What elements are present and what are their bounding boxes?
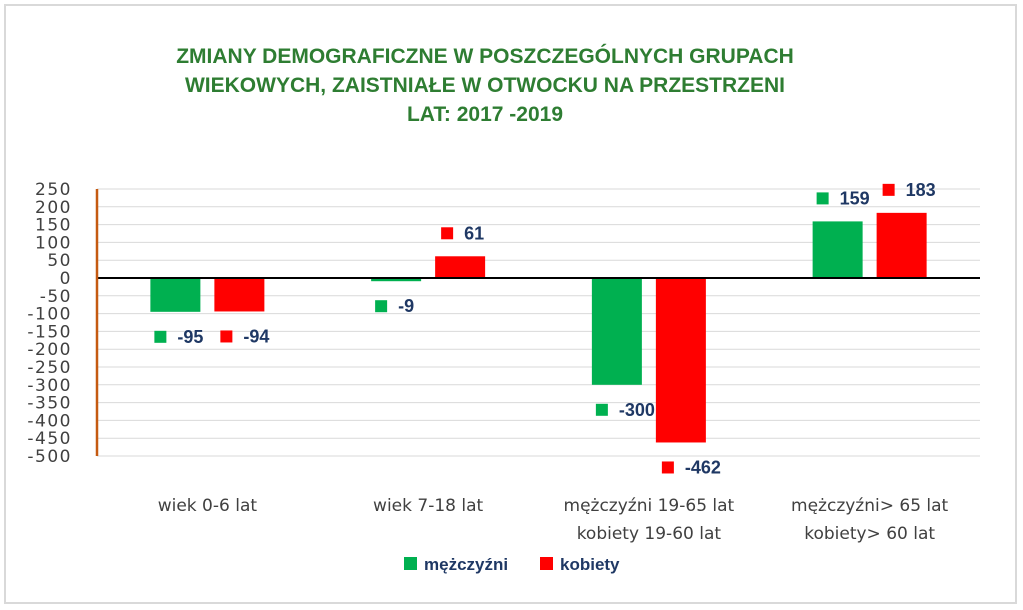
- chart-title-line-2: WIEKOWYCH, ZAISTNIAŁE W OTWOCKU NA PRZES…: [185, 74, 785, 97]
- bar-men-0: [150, 278, 201, 312]
- y-tick-label: -50: [40, 287, 72, 307]
- y-tick-label: 100: [35, 233, 72, 253]
- legend-label-men: mężczyźni: [424, 555, 508, 574]
- y-tick-label: -150: [27, 322, 72, 342]
- chart-title-line-3: LAT: 2017 -2019: [407, 103, 563, 126]
- data-label-marker: [816, 192, 829, 205]
- bar-women-1: [435, 256, 486, 278]
- category-label: mężczyźni 19-65 lat: [564, 496, 735, 516]
- data-label: -462: [685, 457, 721, 477]
- data-label: 159: [840, 188, 870, 208]
- data-label: -9: [398, 296, 414, 316]
- y-tick-label: -200: [27, 340, 72, 360]
- category-labels: wiek 0-6 lat wiek 7-18 lat mężczyźni 19-65…: [158, 496, 949, 544]
- category-label: kobiety> 60 lat: [804, 524, 935, 544]
- data-label-marker: [595, 403, 608, 416]
- bar-women-0: [214, 278, 265, 312]
- chart-title-line-1: ZMIANY DEMOGRAFICZNE W POSZCZEGÓLNYCH GR…: [176, 44, 794, 68]
- legend: mężczyźni kobiety: [404, 555, 620, 574]
- data-label-marker: [441, 227, 454, 240]
- y-tick-label: 0: [60, 269, 72, 289]
- bar-men-3: [812, 221, 863, 278]
- legend-swatch-men: [404, 557, 417, 570]
- data-label: 183: [906, 180, 936, 200]
- data-label-marker: [154, 330, 167, 343]
- y-tick-label: -400: [27, 411, 72, 431]
- y-tick-label: -100: [27, 305, 72, 325]
- bar-women-3: [876, 212, 927, 278]
- data-labels: -95 -9 -300 159 -94 61 -462 183: [154, 180, 936, 477]
- y-tick-label: 250: [35, 180, 72, 200]
- y-tick-label: -250: [27, 358, 72, 378]
- data-label-marker: [220, 330, 233, 343]
- bar-men-2: [591, 278, 642, 385]
- y-axis-ticks: 250200150100500-50-100-150-200-250-300-3…: [27, 180, 72, 467]
- data-label: -94: [243, 326, 269, 346]
- y-tick-label: -300: [27, 376, 72, 396]
- y-tick-label: 200: [35, 198, 72, 218]
- bars: [150, 212, 927, 443]
- bar-women-2: [655, 278, 706, 443]
- category-label: wiek 0-6 lat: [158, 496, 258, 516]
- bar-men-1: [371, 278, 422, 282]
- legend-swatch-women: [540, 557, 553, 570]
- legend-label-women: kobiety: [560, 555, 620, 574]
- data-label: -300: [619, 400, 655, 420]
- category-label: kobiety 19-60 lat: [577, 524, 722, 544]
- data-label: -95: [177, 327, 203, 347]
- data-label-marker: [882, 183, 895, 196]
- data-label-marker: [661, 461, 674, 474]
- category-label: wiek 7-18 lat: [373, 496, 483, 516]
- category-label: mężczyźni> 65 lat: [791, 496, 949, 516]
- y-tick-label: 50: [47, 251, 72, 271]
- data-label: 61: [464, 223, 484, 243]
- y-tick-label: -450: [27, 429, 72, 449]
- y-tick-label: -500: [27, 447, 72, 467]
- y-tick-label: 150: [35, 216, 72, 236]
- y-tick-label: -350: [27, 394, 72, 414]
- data-label-marker: [375, 300, 388, 313]
